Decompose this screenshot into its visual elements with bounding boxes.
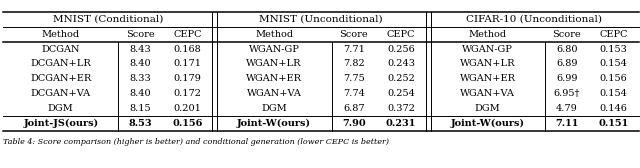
- Text: 0.156: 0.156: [600, 74, 628, 83]
- Text: CEPC: CEPC: [387, 30, 415, 39]
- Text: 0.171: 0.171: [173, 59, 202, 68]
- Text: 0.151: 0.151: [598, 119, 629, 128]
- Text: 0.154: 0.154: [600, 89, 628, 98]
- Text: 0.168: 0.168: [173, 45, 201, 54]
- Text: 7.82: 7.82: [343, 59, 365, 68]
- Text: DGM: DGM: [48, 104, 74, 113]
- Text: WGAN-GP: WGAN-GP: [248, 45, 300, 54]
- Text: CEPC: CEPC: [173, 30, 202, 39]
- Text: 0.256: 0.256: [387, 45, 415, 54]
- Text: 7.11: 7.11: [555, 119, 579, 128]
- Text: 8.43: 8.43: [129, 45, 151, 54]
- Text: 0.153: 0.153: [600, 45, 628, 54]
- Text: DCGAN+LR: DCGAN+LR: [30, 59, 91, 68]
- Text: Method: Method: [255, 30, 293, 39]
- Text: 0.146: 0.146: [600, 104, 628, 113]
- Text: DCGAN+VA: DCGAN+VA: [31, 89, 91, 98]
- Text: 6.89: 6.89: [556, 59, 577, 68]
- Text: 0.172: 0.172: [173, 89, 202, 98]
- Text: 0.156: 0.156: [172, 119, 202, 128]
- Text: MNIST (Unconditional): MNIST (Unconditional): [259, 15, 383, 24]
- Text: MNIST (Conditional): MNIST (Conditional): [52, 15, 163, 24]
- Text: DGM: DGM: [261, 104, 287, 113]
- Text: DCGAN: DCGAN: [42, 45, 80, 54]
- Text: 0.154: 0.154: [600, 59, 628, 68]
- Text: 0.252: 0.252: [387, 74, 415, 83]
- Text: Joint-W(ours): Joint-W(ours): [237, 119, 311, 128]
- Text: CIFAR-10 (Unconditional): CIFAR-10 (Unconditional): [467, 15, 602, 24]
- Text: 7.90: 7.90: [342, 119, 365, 128]
- Text: 6.95†: 6.95†: [554, 89, 580, 98]
- Text: 8.53: 8.53: [129, 119, 152, 128]
- Text: 0.231: 0.231: [386, 119, 416, 128]
- Text: 0.179: 0.179: [173, 74, 202, 83]
- Text: 0.254: 0.254: [387, 89, 415, 98]
- Text: 8.40: 8.40: [129, 89, 151, 98]
- Text: 6.87: 6.87: [343, 104, 365, 113]
- Text: 6.99: 6.99: [556, 74, 577, 83]
- Text: 6.80: 6.80: [556, 45, 577, 54]
- Text: 8.40: 8.40: [129, 59, 151, 68]
- Text: Score: Score: [339, 30, 368, 39]
- Text: WGAN+ER: WGAN+ER: [460, 74, 515, 83]
- Text: Joint-JS(ours): Joint-JS(ours): [23, 119, 99, 128]
- Text: 0.201: 0.201: [173, 104, 202, 113]
- Text: WGAN-GP: WGAN-GP: [462, 45, 513, 54]
- Text: Method: Method: [468, 30, 506, 39]
- Text: Method: Method: [42, 30, 80, 39]
- Text: 0.372: 0.372: [387, 104, 415, 113]
- Text: 8.33: 8.33: [129, 74, 151, 83]
- Text: DGM: DGM: [475, 104, 500, 113]
- Text: WGAN+ER: WGAN+ER: [246, 74, 302, 83]
- Text: WGAN+VA: WGAN+VA: [460, 89, 515, 98]
- Text: Score: Score: [552, 30, 581, 39]
- Text: Table 4: Score comparison (higher is better) and conditional generation (lower C: Table 4: Score comparison (higher is bet…: [3, 138, 389, 146]
- Text: 8.15: 8.15: [129, 104, 151, 113]
- Text: 7.74: 7.74: [343, 89, 365, 98]
- Text: DCGAN+ER: DCGAN+ER: [30, 74, 92, 83]
- Text: Score: Score: [126, 30, 155, 39]
- Text: 7.71: 7.71: [343, 45, 365, 54]
- Text: CEPC: CEPC: [600, 30, 628, 39]
- Text: WGAN+VA: WGAN+VA: [246, 89, 301, 98]
- Text: WGAN+LR: WGAN+LR: [460, 59, 515, 68]
- Text: Joint-W(ours): Joint-W(ours): [451, 119, 524, 128]
- Text: 4.79: 4.79: [556, 104, 578, 113]
- Text: 0.243: 0.243: [387, 59, 415, 68]
- Text: WGAN+LR: WGAN+LR: [246, 59, 302, 68]
- Text: 7.75: 7.75: [343, 74, 365, 83]
